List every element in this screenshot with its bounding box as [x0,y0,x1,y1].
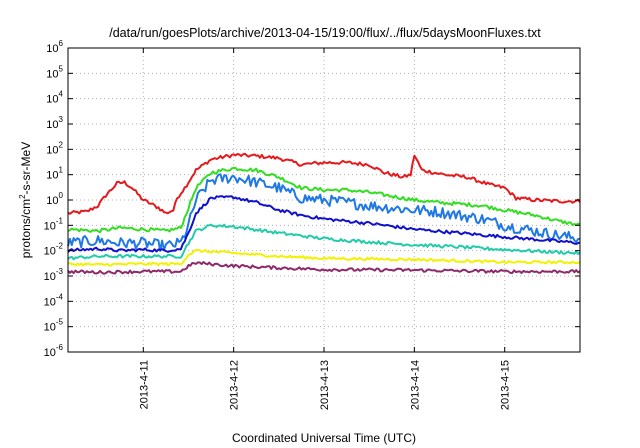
y-tick-label: 100 [46,191,63,207]
y-tick-label-base: 10 [46,195,58,207]
y-tick-label-exponent: 6 [59,39,64,48]
x-tick-label: 2013-4-14 [409,360,421,410]
series-line-2 [67,166,581,234]
y-tick-label: 102 [46,140,63,156]
y-tick-label: 10-3 [44,267,64,283]
y-tick-label-base: 10 [44,296,56,308]
y-tick-label: 10-5 [44,318,64,334]
y-tick-label-base: 10 [46,119,58,131]
x-tick-label: 2013-4-11 [138,360,150,409]
y-tick-label-base: 10 [46,94,58,106]
y-tick-label-exponent: -5 [56,318,64,327]
x-axis-ticks: 2013-4-11 2013-4-12 2013-4-13 2013-4-14 2013… [138,48,512,410]
series-line-5 [67,223,581,261]
y-tick-label-exponent: -6 [56,343,64,352]
y-tick-label-base: 10 [46,170,58,182]
plot-frame [67,47,581,353]
series-line-1 [67,152,581,215]
y-tick-label-exponent: -3 [56,267,64,276]
y-axis-label-sup: 2 [18,194,27,199]
y-tick-label-exponent: 0 [59,191,64,200]
series-line-4 [67,195,581,253]
y-tick-label-exponent: -1 [56,216,64,225]
x-tick-label: 2013-4-15 [500,360,512,410]
y-tick-label-exponent: 5 [59,64,64,73]
y-tick-label-base: 10 [46,68,58,80]
x-tick-label: 2013-4-13 [319,360,331,410]
y-tick-label: 10-4 [44,292,64,308]
y-tick-label: 104 [46,90,63,106]
y-axis-label-post: -s-sr-MeV [19,142,33,195]
y-tick-label-base: 10 [44,246,56,258]
y-tick-label: 10-2 [44,242,64,258]
series-line-7 [67,261,581,275]
y-tick-label: 103 [46,115,63,131]
y-axis-label: protons/cm2-s-sr-MeV [18,142,33,258]
y-tick-label-base: 10 [44,322,56,334]
y-tick-label-exponent: 4 [59,90,64,99]
y-axis-label-pre: protons/cm [19,199,33,258]
series-line-6 [67,248,581,267]
y-tick-label-base: 10 [44,347,56,359]
y-tick-label-exponent: 3 [59,115,64,124]
y-tick-label: 101 [46,166,63,182]
y-tick-label-exponent: 1 [59,166,64,175]
y-tick-label-exponent: -2 [56,242,64,251]
series-lines [67,152,581,275]
x-axis-label: Coordinated Universal Time (UTC) [232,431,416,445]
chart-title: /data/run/goesPlots/archive/2013-04-15/1… [109,26,541,40]
series-line-3 [67,173,581,252]
y-tick-label: 105 [46,64,63,80]
y-tick-label-base: 10 [46,43,58,55]
y-tick-label: 10-6 [44,343,64,359]
y-tick-label-base: 10 [44,271,56,283]
y-tick-label-exponent: -4 [56,292,64,301]
y-tick-label-base: 10 [44,220,56,232]
y-tick-label-exponent: 2 [59,140,64,149]
y-tick-label-base: 10 [46,144,58,156]
y-tick-label: 106 [46,39,63,55]
x-tick-label: 2013-4-12 [229,360,241,410]
y-tick-label: 10-1 [44,216,64,232]
